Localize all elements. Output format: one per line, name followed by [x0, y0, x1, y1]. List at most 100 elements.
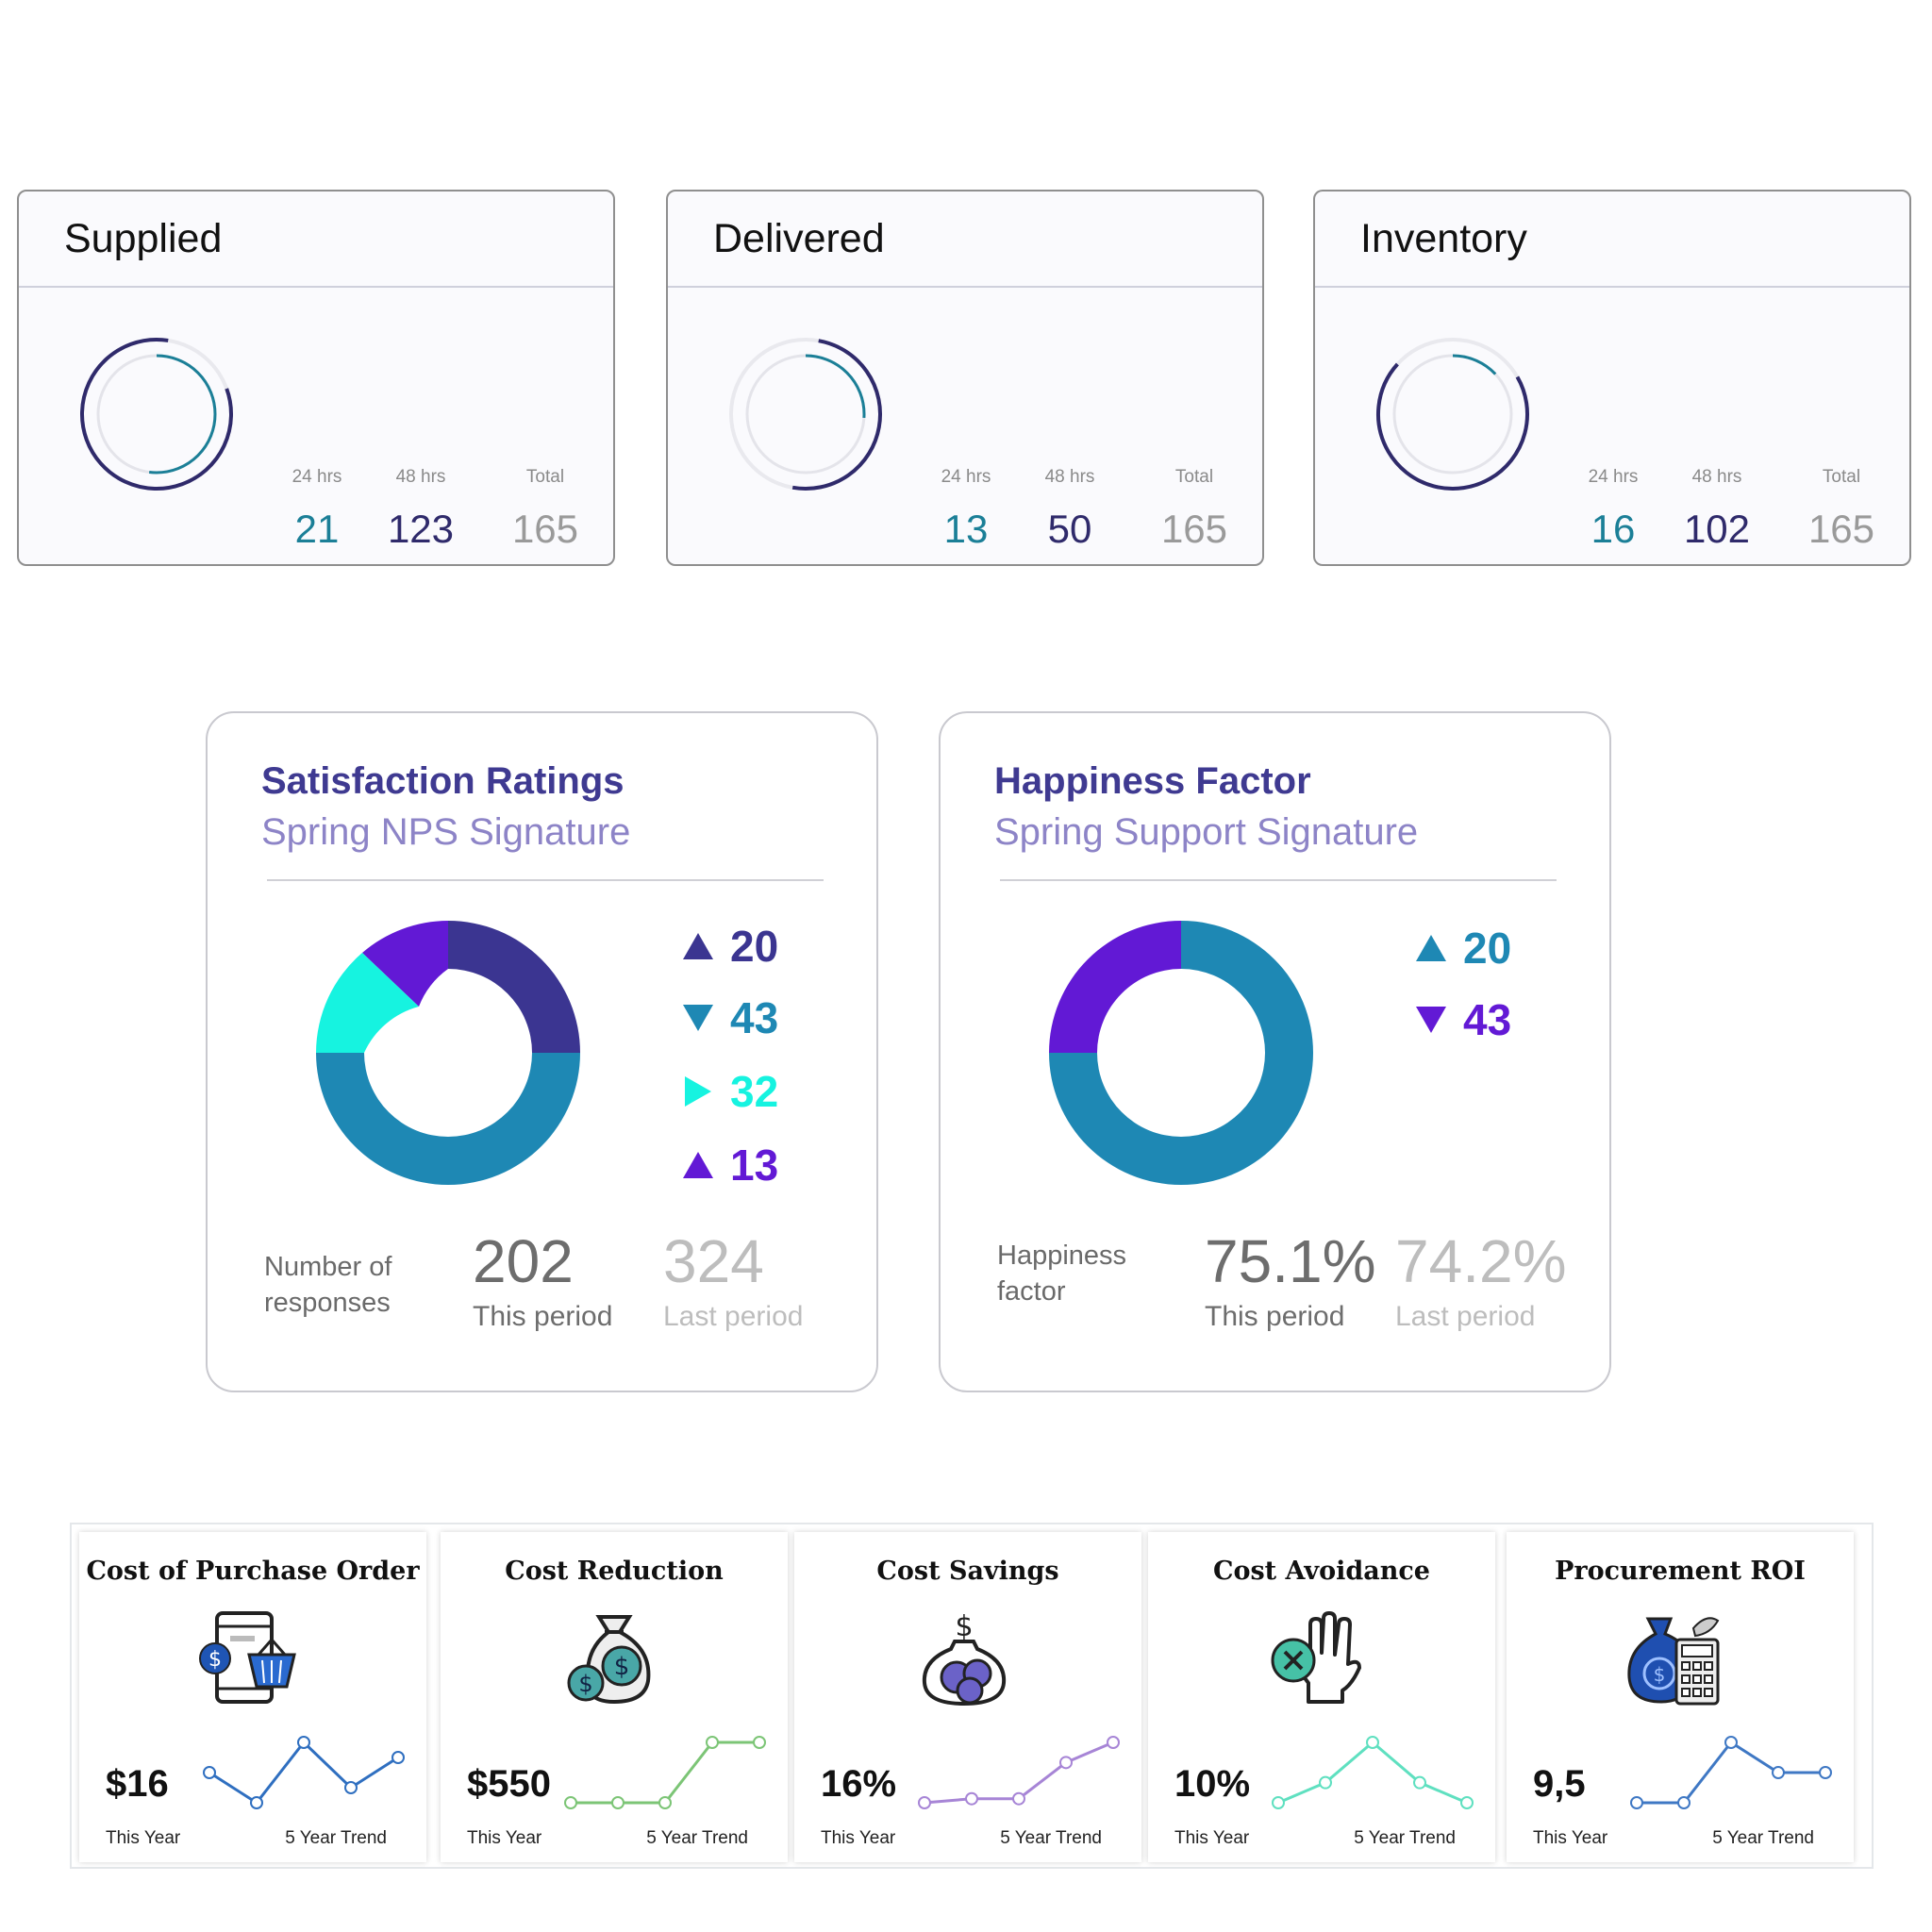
- stat-value: 165: [1160, 507, 1228, 551]
- legend-item: 13: [679, 1140, 778, 1191]
- last-period-value: 324: [663, 1227, 764, 1295]
- sparkline-point: [1772, 1766, 1785, 1779]
- this-year-label: This Year: [1174, 1828, 1250, 1848]
- kpi-title: Cost Savings: [876, 1557, 1059, 1586]
- legend-value: 20: [730, 922, 779, 971]
- down-triangle-icon: [683, 1005, 713, 1031]
- right-triangle-icon: [685, 1076, 711, 1107]
- stat-card-title: Supplied: [64, 215, 223, 261]
- sparkline-point: [965, 1791, 978, 1806]
- sparkline-point: [1366, 1736, 1379, 1749]
- metric-label: Happiness factor: [997, 1238, 1126, 1309]
- kpi-title: Procurement ROI: [1555, 1557, 1806, 1586]
- stat-value: 50: [1047, 507, 1092, 551]
- svg-text:$: $: [1654, 1663, 1666, 1686]
- legend-value: 20: [1463, 924, 1512, 973]
- satisfaction-donut-chart: [316, 921, 580, 1185]
- stat-card-header: Supplied: [19, 192, 613, 288]
- card-title: Happiness Factor: [994, 760, 1311, 802]
- last-period-label: Last period: [1395, 1301, 1536, 1332]
- sparkline-point: [1819, 1766, 1832, 1779]
- stat-card-supplied: Supplied 24 hrs 21 48 hrs 123 Total 165: [17, 190, 615, 566]
- trend-label: 5 Year Trend: [1712, 1828, 1814, 1848]
- legend-item: 20: [679, 921, 778, 972]
- trend-sparkline: [564, 1736, 766, 1809]
- sparkline-point: [706, 1736, 719, 1749]
- svg-text:$: $: [578, 1671, 592, 1697]
- svg-text:$: $: [208, 1648, 222, 1672]
- money-bag-icon: $ $: [567, 1615, 651, 1705]
- sparkline-point: [564, 1796, 577, 1809]
- kpi-card-cost-savings: Cost Savings $ 16% This Year 5 Year Tren…: [794, 1532, 1141, 1862]
- stat-value: 21: [294, 507, 340, 551]
- sparkline-point: [1630, 1796, 1643, 1809]
- kpi-title: Cost Avoidance: [1212, 1557, 1430, 1586]
- stat-card-title: Inventory: [1360, 215, 1527, 261]
- legend-value: 32: [730, 1067, 779, 1116]
- trend-label: 5 Year Trend: [1354, 1828, 1456, 1848]
- sparkline-point: [1677, 1796, 1690, 1809]
- this-year-label: This Year: [467, 1828, 542, 1848]
- metric-label-line: factor: [997, 1276, 1066, 1307]
- legend-item: 20: [1412, 923, 1511, 974]
- trend-sparkline: [1272, 1736, 1474, 1809]
- legend-value: 43: [1463, 995, 1512, 1044]
- sparkline-point: [391, 1751, 405, 1764]
- stat-card-header: Delivered: [668, 192, 1262, 288]
- sparkline-point: [753, 1736, 766, 1749]
- card-subtitle: Spring NPS Signature: [261, 811, 631, 853]
- donut-segment: [1049, 921, 1313, 1185]
- metric-label-line: responses: [264, 1288, 391, 1318]
- svg-text:$: $: [614, 1653, 630, 1681]
- legend-item: 43: [679, 992, 778, 1043]
- stat-card-title: Delivered: [713, 215, 885, 261]
- stat-label: 24 hrs: [941, 467, 991, 487]
- donut-segment: [316, 953, 419, 1053]
- this-period-value: 202: [473, 1227, 574, 1295]
- stat-value: 13: [943, 507, 989, 551]
- stat-label: 48 hrs: [1044, 467, 1095, 487]
- stat-value: 16: [1591, 507, 1636, 551]
- stat-label: 24 hrs: [1588, 467, 1639, 487]
- donut-segment: [362, 921, 448, 1007]
- progress-ring: [1376, 338, 1529, 491]
- last-period-label: Last period: [663, 1301, 804, 1332]
- metric-label-line: Happiness: [997, 1241, 1127, 1271]
- down-triangle-icon: [1416, 1007, 1446, 1033]
- kpi-value: 10%: [1174, 1763, 1251, 1805]
- legend-item: 43: [1412, 994, 1511, 1045]
- roi-calculator-icon: $: [1627, 1617, 1720, 1706]
- trend-label: 5 Year Trend: [646, 1828, 748, 1848]
- last-period-value: 74.2%: [1395, 1227, 1567, 1295]
- divider: [267, 879, 824, 881]
- metric-label-line: Number of: [264, 1252, 392, 1282]
- sparkline-point: [1012, 1791, 1025, 1806]
- card-title: Satisfaction Ratings: [261, 760, 625, 802]
- happiness-factor-card: Happiness Factor Spring Support Signatur…: [939, 711, 1611, 1392]
- sparkline-point: [1272, 1796, 1285, 1809]
- card-subtitle: Spring Support Signature: [994, 811, 1419, 853]
- kpi-card-cost-of-purchase-order: Cost of Purchase Order $ $16 This Year 5…: [79, 1532, 426, 1862]
- sparkline-point: [203, 1766, 216, 1779]
- stat-label: Total: [1822, 467, 1861, 487]
- stat-label: Total: [525, 467, 565, 487]
- sparkline-point: [611, 1796, 625, 1809]
- basket-dollar-icon: $: [199, 1611, 296, 1704]
- sparkline-point: [1107, 1736, 1120, 1749]
- this-year-label: This Year: [821, 1828, 896, 1848]
- sparkline-point: [658, 1796, 672, 1809]
- sparkline-point: [1724, 1736, 1738, 1749]
- kpi-card-cost-avoidance: Cost Avoidance 10% This Year 5 Year Tren…: [1148, 1532, 1495, 1862]
- kpi-value: $16: [106, 1763, 169, 1805]
- sparkline-point: [1460, 1796, 1474, 1809]
- sparkline-line: [208, 1740, 399, 1805]
- donut-segment: [1049, 921, 1181, 1053]
- stat-value: 165: [1807, 507, 1875, 551]
- sparkline-line: [571, 1740, 759, 1805]
- sparkline-point: [250, 1796, 263, 1809]
- sparkline-point: [1059, 1756, 1073, 1770]
- kpi-card-cost-reduction: Cost Reduction $ $ $550 This Year 5 Year…: [441, 1532, 788, 1862]
- sparkline-line: [1277, 1740, 1468, 1805]
- svg-text:$: $: [955, 1610, 973, 1643]
- kpi-value: 16%: [821, 1763, 897, 1805]
